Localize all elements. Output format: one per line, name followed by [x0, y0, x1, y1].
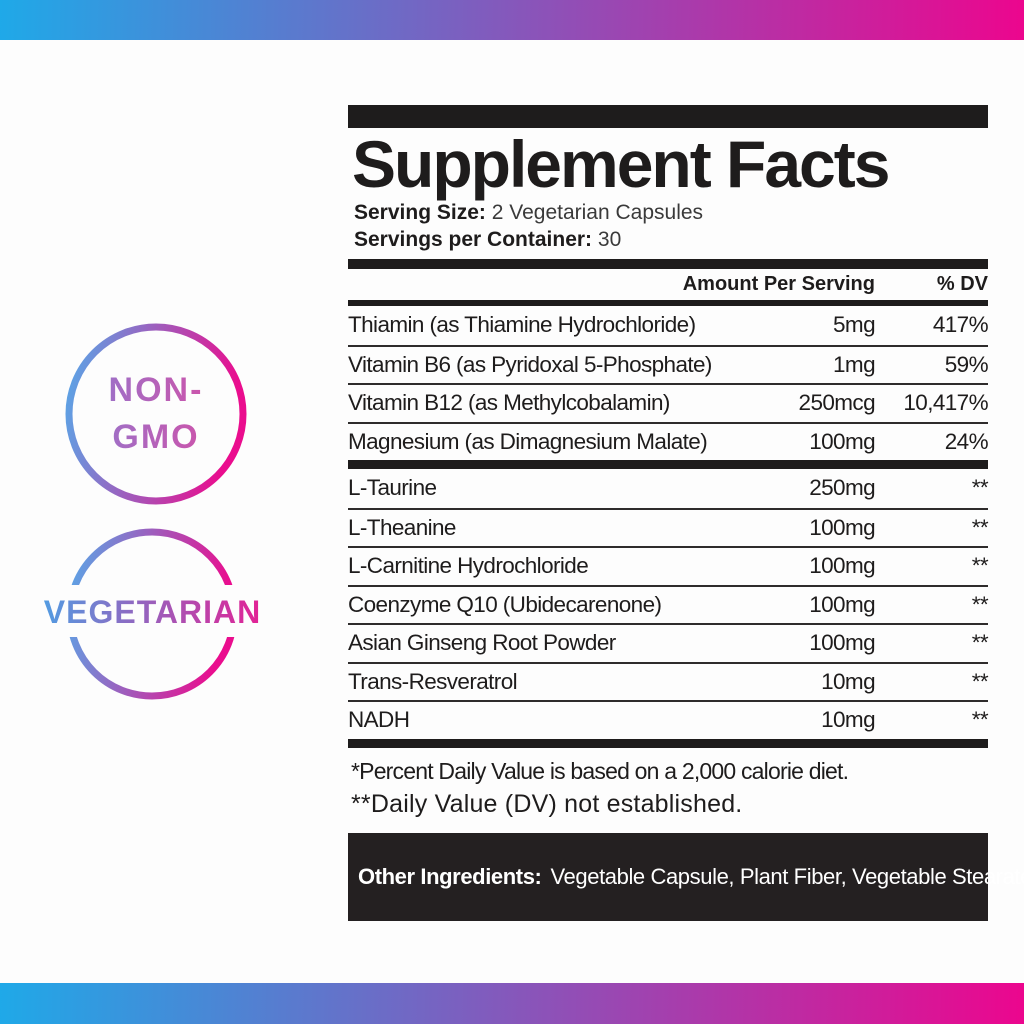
table-row: L-Carnitine Hydrochloride 100mg **	[348, 546, 989, 585]
ingredient-name: Asian Ginseng Root Powder	[348, 630, 616, 656]
divider-group	[348, 460, 988, 469]
ingredient-dv: **	[971, 630, 989, 656]
column-header-amount: Amount Per Serving	[682, 273, 875, 295]
ingredient-amount: 250mg	[809, 475, 875, 501]
table-header: Amount Per Serving % DV	[348, 269, 988, 300]
table-row: L-Theanine 100mg **	[348, 507, 989, 547]
non-gmo-line-2: GMO	[112, 418, 200, 456]
ingredient-name: Coenzyme Q10 (Ubidecarenone)	[348, 591, 662, 617]
ingredient-dv: 59%	[944, 351, 989, 377]
servings-value: 30	[597, 228, 622, 251]
ingredient-amount: 5mg	[833, 312, 876, 338]
servings-per-container-line: Servings per Container: 30	[354, 227, 988, 252]
ingredient-name: L-Carnitine Hydrochloride	[348, 553, 589, 579]
ingredient-amount: 10mg	[821, 668, 875, 694]
ingredient-name: NADH	[348, 707, 410, 733]
footnotes: *Percent Daily Value is based on a 2,000…	[348, 748, 988, 819]
ingredient-amount: 10mg	[821, 707, 875, 733]
serving-size-value: 2 Vegetarian Capsules	[491, 201, 704, 224]
ingredient-dv: 10,417%	[903, 390, 988, 416]
other-ingredients-value: Vegetable Capsule, Plant Fiber, Vegetabl…	[550, 863, 1024, 889]
ingredient-amount: 100mg	[809, 514, 875, 540]
ingredient-dv: **	[971, 475, 989, 501]
ingredient-name: L-Taurine	[348, 475, 437, 501]
ingredient-dv: **	[971, 553, 989, 579]
divider-medium	[348, 300, 988, 306]
ingredient-name: Magnesium (as Dimagnesium Malate)	[348, 428, 708, 454]
table-row: L-Taurine 250mg **	[348, 469, 989, 508]
panel-top-bar	[348, 105, 988, 128]
table-row: Asian Ginseng Root Powder 100mg **	[348, 623, 989, 662]
ingredient-amount: 250mcg	[798, 390, 876, 416]
ingredient-name: Vitamin B12 (as Methylcobalamin)	[348, 390, 670, 416]
ingredient-amount: 100mg	[809, 553, 875, 579]
blend-rows: L-Taurine 250mg ** L-Theanine 100mg ** L…	[348, 469, 989, 739]
ingredient-dv: **	[971, 668, 989, 694]
ingredient-amount: 1mg	[833, 351, 876, 377]
ingredient-amount: 100mg	[809, 591, 875, 617]
ingredient-dv: 417%	[932, 312, 989, 338]
ingredient-name: L-Theanine	[348, 514, 456, 540]
table-row: Vitamin B12 (as Methylcobalamin) 250mcg …	[348, 383, 989, 422]
non-gmo-line-1: NON-	[108, 371, 204, 409]
supplement-facts-panel: Supplement Facts Serving Size: 2 Vegetar…	[348, 105, 1024, 921]
footnote-dv-not-established: **Daily Value (DV) not established.	[351, 789, 743, 818]
vitamin-rows: Thiamin (as Thiamine Hydrochloride) 5mg …	[348, 306, 989, 461]
table-row: NADH 10mg **	[348, 700, 989, 739]
serving-size-label: Serving Size:	[354, 201, 486, 224]
table-row: Coenzyme Q10 (Ubidecarenone) 100mg **	[348, 584, 989, 624]
table-row: Thiamin (as Thiamine Hydrochloride) 5mg …	[348, 306, 989, 345]
divider-thick	[348, 259, 988, 269]
ingredient-dv: **	[971, 591, 989, 617]
table-row: Vitamin B6 (as Pyridoxal 5-Phosphate) 1m…	[348, 344, 989, 384]
divider-group	[348, 738, 988, 748]
top-gradient-bar	[0, 0, 1024, 40]
badge-non-gmo: NON- GMO	[62, 320, 250, 508]
ingredient-amount: 100mg	[809, 630, 875, 656]
servings-label: Servings per Container:	[354, 228, 593, 251]
non-gmo-ring-icon	[65, 323, 247, 505]
ingredient-dv: 24%	[944, 428, 989, 454]
vegetarian-label: VEGETARIAN	[30, 594, 275, 631]
panel-title: Supplement Facts	[352, 127, 890, 201]
ingredient-amount: 100mg	[809, 428, 875, 454]
vegetarian-text-band	[30, 585, 275, 637]
other-ingredients-box: Other Ingredients: Vegetable Capsule, Pl…	[348, 832, 1024, 921]
table-row: Magnesium (as Dimagnesium Malate) 100mg …	[348, 421, 989, 461]
table-row: Trans-Resveratrol 10mg **	[348, 661, 989, 701]
footnote-daily-value: *Percent Daily Value is based on a 2,000…	[351, 757, 849, 784]
ingredient-name: Trans-Resveratrol	[348, 668, 518, 694]
column-header-dv: % DV	[936, 273, 988, 295]
bottom-gradient-bar	[0, 983, 1024, 1024]
other-ingredients-label: Other Ingredients:	[358, 863, 542, 889]
ingredient-dv: **	[971, 707, 989, 733]
ingredient-dv: **	[971, 514, 989, 540]
ingredient-name: Thiamin (as Thiamine Hydrochloride)	[348, 312, 696, 338]
non-gmo-label: NON- GMO	[62, 320, 250, 508]
badge-vegetarian: VEGETARIAN	[30, 526, 275, 702]
ingredient-name: Vitamin B6 (as Pyridoxal 5-Phosphate)	[348, 351, 712, 377]
serving-size-line: Serving Size: 2 Vegetarian Capsules	[354, 200, 988, 225]
